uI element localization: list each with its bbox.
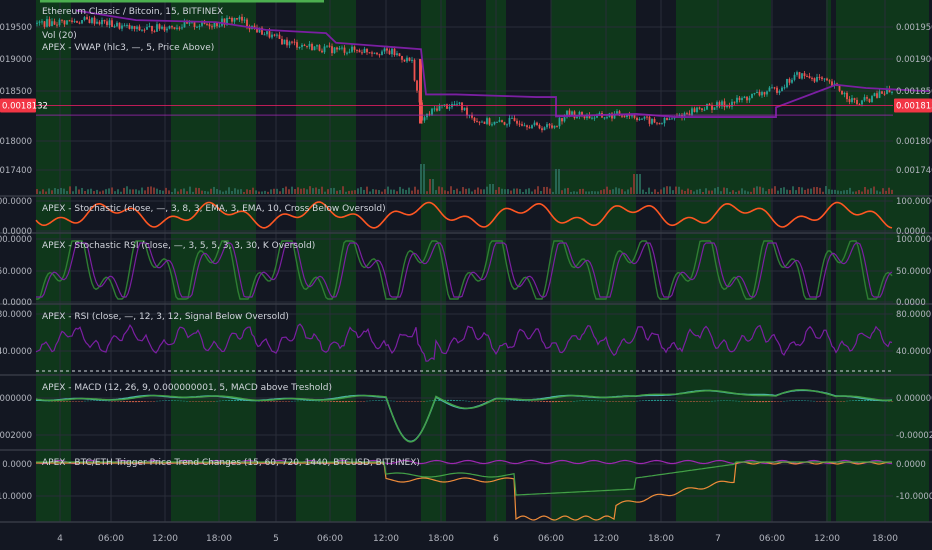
time-label-14: 12:00 <box>814 534 840 544</box>
series-layer <box>35 9 930 521</box>
time-label-9: 06:00 <box>538 534 564 544</box>
green-zone-5 <box>551 0 636 522</box>
time-label-1: 06:00 <box>98 534 124 544</box>
time-label-2: 12:00 <box>152 534 178 544</box>
y-label-right-5-1: -10.0000 <box>896 492 932 502</box>
y-label-right-1-0: 100.0000 <box>896 197 932 207</box>
y-label-left-3-0: 80.0000 <box>0 310 32 320</box>
time-axis[interactable]: 4 06:00 12:00 18:00 5 06:00 12:00 18:00 6 06:00 12… <box>0 523 932 550</box>
time-label-0: 4 <box>57 534 63 544</box>
pane-dividers[interactable] <box>0 195 932 523</box>
vwap-line <box>75 9 930 118</box>
grid-lines <box>36 0 893 522</box>
trend-green-line <box>36 461 892 496</box>
time-label-6: 12:00 <box>373 534 399 544</box>
y-label-left-1-0: 100.0000 <box>0 197 32 207</box>
y-label-left-4-0: 0.00000000 <box>0 394 32 404</box>
time-label-5: 06:00 <box>317 534 343 544</box>
trend-orange-line <box>36 461 893 521</box>
y-label-left-2-1: 50.0000 <box>0 267 32 277</box>
time-label-15: 18:00 <box>872 534 898 544</box>
green-zone-8 <box>836 0 929 522</box>
time-label-11: 18:00 <box>648 534 674 544</box>
main-legend-1: APEX - VWAP (hlc3, —, 5, Price Above) <box>42 43 214 53</box>
main-legend-0: Vol (20) <box>42 31 77 41</box>
time-label-4: 5 <box>273 534 279 544</box>
y-label-right-0-2: 0.0018500 <box>896 87 932 97</box>
last-price-label-1: 0.0018132 <box>896 101 932 111</box>
y-label-left-0-4: 0.0017400 <box>0 166 32 176</box>
y-label-right-3-1: 40.0000 <box>896 347 931 357</box>
y-label-right-2-0: 100.0000 <box>896 235 932 245</box>
rsi-line <box>35 323 893 362</box>
pane-title-1: APEX - Stochastic (close, —, 3, 8, 3, EM… <box>42 204 386 214</box>
stoch-rsi-d-line <box>36 242 893 298</box>
time-label-13: 06:00 <box>759 534 785 544</box>
y-label-right-2-2: 0.0000 <box>896 298 926 308</box>
time-axis-bg <box>0 523 932 550</box>
y-label-left-1-1: 0.0000 <box>2 227 32 237</box>
y-label-right-2-1: 50.0000 <box>896 267 931 277</box>
y-label-right-0-0: 0.0019500 <box>896 23 932 33</box>
y-label-right-5-0: 0.0000 <box>896 460 926 470</box>
y-label-left-4-1: -0.00002000 <box>0 431 32 441</box>
y-label-right-4-1: -0.00002000 <box>896 431 932 441</box>
y-label-right-1-1: 0.0000 <box>896 227 926 237</box>
pane-title-4: APEX - MACD (12, 26, 9, 0.000000001, 5, … <box>42 383 332 393</box>
last-price-label-0: 0.0018132 <box>2 101 48 111</box>
y-label-right-0-4: 0.0017400 <box>896 166 932 176</box>
y-label-left-0-0: 0.0019500 <box>0 23 32 33</box>
time-label-8: 6 <box>493 534 499 544</box>
y-label-left-3-1: 40.0000 <box>0 347 32 357</box>
y-label-left-0-2: 0.0018500 <box>0 87 32 97</box>
pane-title-2: APEX - Stochastic RSI (close, —, 3, 5, 5… <box>42 241 315 251</box>
y-label-right-3-0: 80.0000 <box>896 310 931 320</box>
green-zone-0 <box>36 0 71 522</box>
y-label-left-5-1: -10.0000 <box>0 492 32 502</box>
y-label-left-2-2: 0.0000 <box>2 298 32 308</box>
pane-title-3: APEX - RSI (close, —, 12, 3, 12, Signal … <box>42 312 289 322</box>
y-label-right-4-0: 0.00000000 <box>896 394 932 404</box>
last-price-badge-0[interactable] <box>0 98 36 113</box>
pane-title-5: APEX - BTC/ETH Trigger Price Trend Chang… <box>42 458 420 468</box>
stoch-rsi-k-line <box>36 240 893 300</box>
top-indicator-bar <box>40 0 324 3</box>
last-price-badge-1[interactable] <box>894 98 932 113</box>
green-zone-6 <box>676 0 771 522</box>
macd-signal-line <box>35 389 892 443</box>
time-label-12: 7 <box>715 534 721 544</box>
pane-title-0: Ethereum Classic / Bitcoin, 15, BITFINEX <box>42 7 223 17</box>
time-label-10: 12:00 <box>593 534 619 544</box>
green-zone-2 <box>296 0 356 522</box>
y-label-left-2-0: 100.0000 <box>0 235 32 245</box>
y-label-left-5-0: 0.0000 <box>2 460 32 470</box>
pane-legends: Ethereum Classic / Bitcoin, 15, BITFINEX… <box>40 0 420 468</box>
drop-candle <box>419 58 422 124</box>
time-label-7: 18:00 <box>428 534 454 544</box>
stochastic-line <box>35 201 893 229</box>
time-label-3: 18:00 <box>206 534 232 544</box>
